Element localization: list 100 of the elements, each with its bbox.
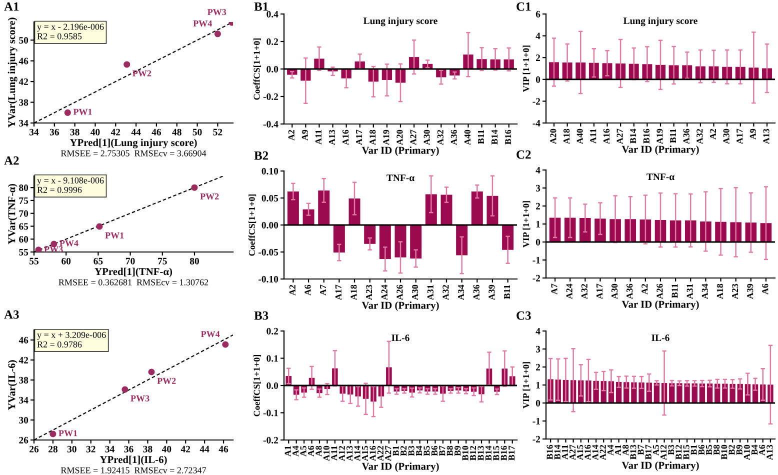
x-tick-label: A14 [354,446,360,462]
x-tick-label: A16 [370,446,376,462]
text: B1 [254,2,268,11]
y-axis-title: CoeffCS[1+1+0] [253,38,261,100]
x-tick-label: A17 [335,284,342,300]
x-tick-label: B17 [508,446,515,460]
x-tick-label: A2 [642,284,648,294]
x-tick-label: A27 [385,446,392,462]
point [64,109,71,116]
annotation: y = x + 3.209e-006 [37,332,106,340]
y-tick-label: -2 [532,436,540,442]
x-tick-label: A30 [412,284,418,300]
x-tick-label: B16 [505,130,512,144]
y-tick-label: 38 [19,99,28,106]
x-tick-label: B14 [492,130,498,144]
bar [379,225,391,260]
y-tick-label: 60 [19,236,28,243]
x-tick-label: A10 [744,444,750,460]
x-tick-label: A16 [584,444,591,460]
y-axis-title: YVar(TNF-α) [8,184,18,244]
x-tick-label: B2 [400,446,407,456]
y-tick-label: 0.0 [266,66,278,73]
y-tick-label: -0.4 [263,120,278,128]
x-tick-label: A13 [763,128,770,144]
x-axis-title: YPred[1](Lung injury score) [70,138,197,148]
y-tick-label: 1 [536,220,540,228]
x-tick-label: 32 [86,446,96,452]
bar [287,192,299,225]
y-tick-label: 34 [19,396,28,404]
x-tick-label: A11 [590,129,596,144]
chart-title: TNF-α [646,174,674,180]
x-tick-label: B14 [554,444,560,460]
x-tick-label: 48 [172,128,182,136]
x-tick-label: 46 [218,446,228,452]
annotation: y = x - 2.196e-006 [37,24,104,32]
y-tick-label: -0.2 [263,93,278,100]
y-tick-label: -0.2 [263,436,278,444]
x-tick-label: A24 [381,284,388,300]
y-tick-label: -0.1 [263,410,278,416]
y-tick-label: 42 [18,356,28,364]
y-tick-label: 34 [19,120,28,126]
x-tick-label: A11 [331,446,338,461]
x-tick-label: A9 [750,128,756,140]
x-tick-label: A10 [323,446,330,462]
text: C3 [516,311,531,320]
x-tick-label: B4 [416,446,422,456]
x-tick-label: A6 [308,446,314,456]
x-tick-label: A18 [563,128,570,144]
x-tick-label: B9 [454,446,461,456]
x-tick-label: B5 [706,444,712,455]
x-tick-label: A34 [458,284,464,300]
x-tick-label: A31 [686,284,693,300]
x-tick-label: A36 [626,284,633,300]
x-tick-label: 28 [48,446,58,452]
x-tick-label: 44 [131,128,141,136]
y-tick-label: 0 [536,238,540,246]
x-tick-label: B5 [424,446,430,456]
x-tick-label: B4 [752,444,758,455]
point [96,223,103,230]
x-tick-label: B12 [470,446,476,460]
x-tick-label: B14 [485,446,492,460]
x-tick-label: A9 [302,130,308,140]
x-tick-label: 70 [126,258,135,264]
y-tick-label: 4 [536,328,540,334]
x-tick-label: 46 [152,128,162,136]
x-tick-label: B10 [462,446,468,460]
point [222,341,229,348]
y-tick-label: 0.4 [266,10,278,18]
y-axis-title: YVar(Lung injury score) [8,18,18,128]
x-tick-label: B2 [728,444,735,455]
x-tick-label: 40 [90,128,100,136]
x-tick-label: B16 [643,128,650,144]
x-tick-label: A16 [603,128,610,144]
x-tick-label: A1 [615,445,621,456]
y-tick-label: 2 [536,54,540,61]
chart-title: IL-6 [652,334,670,342]
x-tick-label: A12 [338,446,345,462]
x-tick-label: A4 [607,444,614,456]
annotation: y = x - 9.108e-006 [37,177,104,186]
text: RMSEE = 0.362681 RMSEcv = 1.30762 [58,279,208,286]
annotation: PW2 [132,70,152,76]
y-tick-label: 0.00 [262,222,278,229]
x-tick-label: A17 [736,128,743,144]
y-tick-label: 42 [18,78,28,85]
y-tick-label: 0.2 [266,38,278,46]
x-tick-label: A2 [288,130,294,140]
x-tick-label: A1 [284,446,291,456]
x-tick-label: 36 [50,128,59,136]
x-axis-title: Var ID (Primary) [362,146,439,156]
y-tick-label: -2 [532,98,540,105]
x-tick-label: A17 [596,284,602,300]
x-tick-label: A8 [316,446,322,456]
x-tick-label: A11 [315,130,322,145]
x-tick-label: B8 [714,444,720,455]
x-tick-label: B7 [439,446,446,456]
point [191,184,198,191]
x-tick-label: B16 [500,446,507,460]
annotation: PW4 [60,240,78,246]
x-tick-label: A22 [377,446,384,462]
text: A2 [4,156,19,165]
